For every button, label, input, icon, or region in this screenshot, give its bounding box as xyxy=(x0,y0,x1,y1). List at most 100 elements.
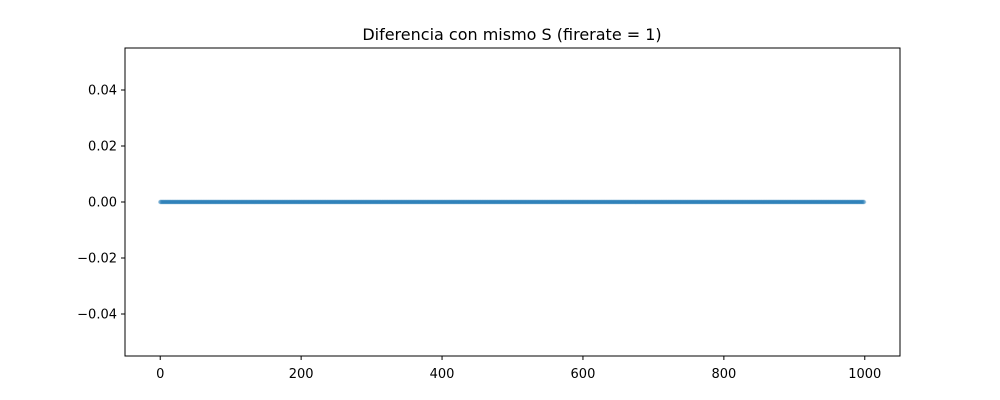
scatter-point xyxy=(250,199,255,205)
scatter-point xyxy=(656,199,661,205)
scatter-point xyxy=(379,199,384,205)
scatter-point xyxy=(476,199,481,205)
scatter-point xyxy=(722,199,727,205)
scatter-point xyxy=(172,199,177,205)
scatter-point xyxy=(662,199,667,205)
scatter-point xyxy=(291,199,297,205)
scatter-point xyxy=(827,199,832,205)
scatter-point xyxy=(694,199,699,205)
scatter-point xyxy=(673,199,678,205)
scatter-point xyxy=(385,199,390,205)
scatter-point xyxy=(171,199,176,205)
scatter-point xyxy=(616,199,622,205)
scatter-point xyxy=(623,199,629,205)
scatter-point xyxy=(468,199,474,205)
scatter-point xyxy=(429,199,434,205)
scatter-point xyxy=(503,199,508,205)
scatter-point xyxy=(467,199,472,205)
scatter-point xyxy=(348,199,354,205)
scatter-point xyxy=(787,199,793,205)
scatter-point xyxy=(486,199,491,205)
scatter-point xyxy=(353,199,359,205)
scatter-point xyxy=(821,199,826,205)
scatter-point xyxy=(209,199,214,205)
scatter-point xyxy=(466,199,472,205)
scatter-point xyxy=(239,199,245,205)
scatter-point xyxy=(427,199,432,205)
scatter-point xyxy=(568,199,574,205)
scatter-point xyxy=(253,199,259,205)
scatter-point xyxy=(766,199,772,205)
scatter-point xyxy=(686,199,691,205)
scatter-point xyxy=(785,199,790,205)
scatter-point xyxy=(625,199,631,205)
scatter-point xyxy=(637,199,642,205)
scatter-point xyxy=(427,199,433,205)
scatter-point xyxy=(551,199,556,205)
scatter-point xyxy=(590,199,596,205)
scatter-point xyxy=(649,199,655,205)
scatter-point xyxy=(618,199,623,205)
scatter-point xyxy=(799,199,805,205)
scatter-point xyxy=(439,199,445,205)
scatter-point xyxy=(638,199,643,205)
scatter-point xyxy=(511,199,517,205)
scatter-point xyxy=(520,199,525,205)
scatter-point xyxy=(375,199,380,205)
scatter-point xyxy=(474,199,479,205)
scatter-point xyxy=(768,199,774,205)
scatter-point xyxy=(253,199,258,205)
scatter-point xyxy=(485,199,491,205)
scatter-point xyxy=(247,199,252,205)
scatter-point xyxy=(401,199,407,205)
scatter-point xyxy=(670,199,675,205)
scatter-point xyxy=(189,199,195,205)
scatter-point xyxy=(520,199,526,205)
scatter-point xyxy=(432,199,438,205)
scatter-point xyxy=(330,199,336,205)
scatter-point xyxy=(295,199,300,205)
scatter-point xyxy=(365,199,371,205)
scatter-point xyxy=(509,199,514,205)
scatter-point xyxy=(404,199,410,205)
scatter-point xyxy=(633,199,638,205)
scatter-point xyxy=(477,199,482,205)
scatter-point xyxy=(779,199,784,205)
y-axis: −0.04 −0.02 0.00 0.02 0.04 xyxy=(77,84,125,323)
scatter-point xyxy=(232,199,238,205)
scatter-point xyxy=(176,199,181,205)
scatter-point xyxy=(680,199,685,205)
scatter-point xyxy=(745,199,751,205)
scatter-point xyxy=(657,199,662,205)
scatter-point xyxy=(707,199,712,205)
scatter-point xyxy=(525,199,530,205)
scatter-point xyxy=(632,199,637,205)
scatter-point xyxy=(713,199,719,205)
scatter-point xyxy=(527,199,533,205)
scatter-point xyxy=(749,199,754,205)
scatter-point xyxy=(573,199,579,205)
scatter-point xyxy=(364,199,369,205)
scatter-point xyxy=(500,199,505,205)
scatter-point xyxy=(648,199,653,205)
scatter-point xyxy=(513,199,519,205)
scatter-point xyxy=(382,199,388,205)
scatter-point xyxy=(178,199,183,205)
scatter-point xyxy=(709,199,715,205)
scatter-point xyxy=(805,199,810,205)
scatter-point xyxy=(187,199,193,205)
scatter-point xyxy=(846,199,851,205)
scatter-point xyxy=(838,199,844,205)
scatter-point xyxy=(782,199,787,205)
scatter-point xyxy=(610,199,615,205)
scatter-point xyxy=(844,199,850,205)
scatter-point xyxy=(773,199,778,205)
scatter-point xyxy=(409,199,414,205)
scatter-point xyxy=(815,199,820,205)
scatter-point xyxy=(170,199,176,205)
scatter-point xyxy=(806,199,811,205)
scatter-point xyxy=(730,199,735,205)
scatter-point xyxy=(775,199,781,205)
scatter-point xyxy=(832,199,837,205)
